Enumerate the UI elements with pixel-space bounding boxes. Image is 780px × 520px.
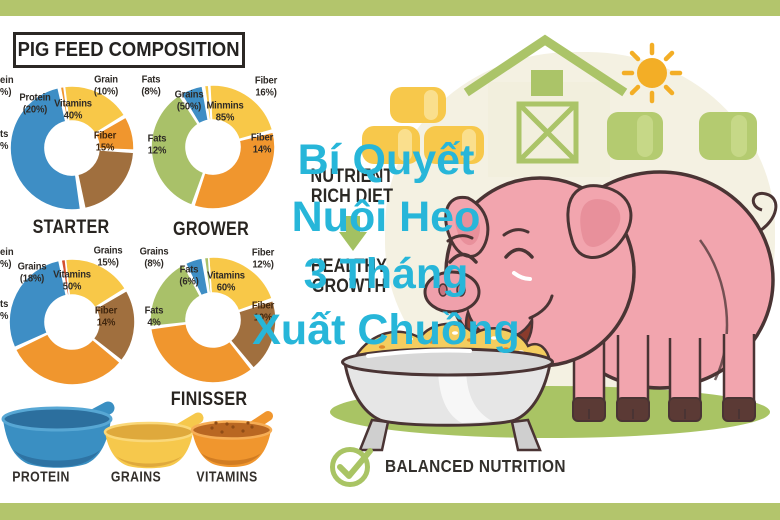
chart-segment-label: Fiber 15% bbox=[93, 129, 117, 153]
overlay-title-line-1: Bí Quyết bbox=[297, 136, 475, 184]
donut-segment bbox=[9, 86, 82, 211]
barn-icon bbox=[463, 34, 628, 177]
chart-segment-label: Grains 15%) bbox=[93, 244, 123, 268]
donut-segment bbox=[149, 322, 253, 384]
flow-text-rich-diet: RICH DIET bbox=[310, 186, 394, 207]
donut-segment bbox=[76, 149, 135, 210]
flow-text-nutrient: NUTRIENT bbox=[310, 166, 394, 187]
vitamins-scoop-icon bbox=[190, 411, 273, 467]
chart-segment-label: Minmins 85% bbox=[206, 99, 244, 123]
flow-text-growth: GROWTH bbox=[311, 276, 387, 297]
donut-segment bbox=[14, 332, 122, 386]
donut-segment bbox=[149, 263, 202, 328]
bottom-border-bar bbox=[0, 503, 780, 520]
chart-segment-label: Vitamins 50% bbox=[53, 268, 91, 292]
overlay-title-line-4: Xuất Chuồng bbox=[252, 306, 520, 354]
scoops-illustration bbox=[1, 401, 273, 469]
scoop-label-protein: PROTEIN bbox=[12, 468, 70, 486]
donut-segment bbox=[59, 85, 70, 123]
page-title: PIG FEED COMPOSITION bbox=[18, 38, 240, 61]
donut-segment bbox=[64, 258, 127, 309]
chart-caption: GROWER bbox=[173, 219, 249, 240]
chart-edge-label: ein %) bbox=[0, 245, 14, 270]
chart-segment-label: Fiber 10% bbox=[251, 299, 275, 323]
chart-segment-label: Fiber 16%) bbox=[254, 74, 278, 98]
chart-caption: FINISSER bbox=[170, 389, 248, 410]
top-border-bar bbox=[0, 0, 780, 16]
donut-segment bbox=[60, 258, 71, 297]
donut-segment bbox=[192, 131, 276, 210]
chart-segment-label: Grains (18%) bbox=[17, 260, 47, 284]
chart-segment-label: Grains (50%) bbox=[174, 88, 204, 112]
donut-segment bbox=[94, 115, 135, 151]
balanced-nutrition-badge: BALANCED NUTRITION bbox=[328, 442, 591, 490]
scoop-label-grains: GRAINS bbox=[110, 468, 162, 486]
donut-segment bbox=[208, 84, 274, 141]
scoop-label-vitamins: VITAMINS bbox=[196, 468, 258, 486]
chart-edge-label: ein %) bbox=[0, 73, 14, 98]
hay-bales-green-icon bbox=[607, 112, 757, 160]
chart-segment-label: Fiber 14% bbox=[94, 304, 118, 328]
donut-segment bbox=[203, 256, 212, 295]
chart-segment-label: Grains (8%) bbox=[139, 245, 169, 269]
donut-segment bbox=[8, 259, 68, 349]
chart-segment-label: Vitamins 60% bbox=[207, 269, 245, 293]
donut-segment bbox=[150, 93, 205, 207]
donut-segment bbox=[229, 299, 277, 370]
donut-segment bbox=[203, 84, 212, 122]
chart-caption: STARTER bbox=[32, 217, 110, 238]
donut-segment bbox=[63, 85, 126, 135]
feed-trough-illustration bbox=[341, 322, 554, 452]
chart-edge-label: ts % bbox=[0, 297, 9, 322]
donut-segment bbox=[92, 289, 136, 362]
chart-edge-label: ts % bbox=[0, 127, 9, 152]
overlay-title-line-2: Nuôi Heo bbox=[291, 193, 481, 241]
flow-text-healthy: HEALTHY bbox=[310, 256, 388, 277]
chart-segment-label: Grain (10%) bbox=[93, 73, 119, 97]
chart-segment-label: Vitamins 40% bbox=[54, 97, 92, 121]
chart-segment-label: Fats 12% bbox=[147, 132, 167, 156]
donut-segment bbox=[207, 256, 274, 312]
balanced-nutrition-label: BALANCED NUTRITION bbox=[385, 455, 566, 476]
down-arrow-icon bbox=[339, 216, 367, 254]
chart-segment-label: Fats (8%) bbox=[141, 73, 161, 97]
checkmark-icon bbox=[330, 447, 373, 487]
hay-bales-yellow-icon bbox=[362, 87, 484, 164]
chart-segment-label: Fats 4% bbox=[144, 304, 164, 328]
grains-scoop-icon bbox=[103, 412, 204, 469]
donut-segment bbox=[184, 257, 210, 297]
overlay-title-line-3: 3 Tháng bbox=[303, 250, 469, 298]
chart-segment-label: Fiber 14% bbox=[250, 131, 274, 155]
chart-segment-label: Fiber 12%) bbox=[251, 246, 275, 270]
title-box: PIG FEED COMPOSITION bbox=[13, 32, 245, 68]
donut-segment bbox=[179, 85, 210, 125]
chart-segment-label: Protein (20%) bbox=[19, 91, 51, 115]
chart-segment-label: Fats (6%) bbox=[179, 263, 199, 287]
protein-scoop-icon bbox=[1, 401, 115, 468]
sun-icon bbox=[621, 42, 683, 104]
